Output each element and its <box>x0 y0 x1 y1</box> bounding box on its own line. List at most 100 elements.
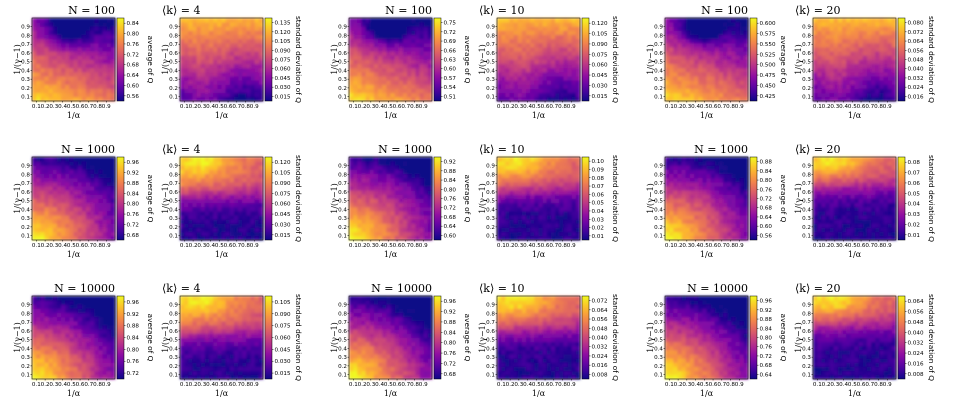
heat-cell <box>402 96 408 102</box>
heat-cell <box>423 157 429 162</box>
heat-cell <box>65 42 70 48</box>
avg-heatmap <box>665 18 749 102</box>
heat-cell <box>698 30 703 35</box>
heat-cell <box>501 80 506 85</box>
heat-cell <box>390 26 396 31</box>
heat-cell <box>407 181 412 187</box>
heat-cell <box>427 18 433 23</box>
heat-cell <box>735 161 741 166</box>
heat-cell <box>575 80 581 85</box>
heat-cell <box>394 76 400 81</box>
heat-cell <box>550 194 556 199</box>
heat-cell <box>94 38 99 44</box>
heat-cell <box>714 190 720 195</box>
heat-cell <box>842 71 847 77</box>
heat-cell <box>681 76 687 81</box>
heat-cell <box>718 42 724 48</box>
heat-cell <box>188 18 193 23</box>
colorbar-tick-label: 0.015 <box>275 94 291 100</box>
heat-cell <box>32 47 37 52</box>
heat-cell <box>866 22 872 27</box>
heat-cell <box>825 30 830 35</box>
heat-cell <box>90 165 95 170</box>
heat-cell <box>879 92 884 98</box>
heat-cell <box>739 190 745 195</box>
heat-cell <box>73 186 79 191</box>
heat-cell <box>73 235 79 241</box>
heat-cell <box>90 92 95 98</box>
heat-cell <box>373 177 379 183</box>
heat-cell <box>52 202 58 208</box>
heat-cell <box>521 80 527 85</box>
heat-cell <box>694 80 699 85</box>
heat-cell <box>48 88 54 94</box>
heat-cell <box>677 55 682 60</box>
heat-cell <box>685 76 691 81</box>
heat-cell <box>254 88 260 94</box>
heat-cell <box>517 186 523 191</box>
heat-cell <box>825 51 830 56</box>
heat-cell <box>698 47 703 52</box>
heat-cell <box>246 47 251 52</box>
heat-cell <box>36 198 41 204</box>
std-heatmap <box>497 18 581 102</box>
heat-cell <box>731 18 736 23</box>
heat-cell <box>65 84 70 89</box>
heat-cell <box>866 51 872 56</box>
heat-cell <box>534 30 539 35</box>
heat-cell <box>390 161 396 166</box>
heat-cell <box>361 190 366 195</box>
heat-cell <box>550 219 556 224</box>
heat-cell <box>61 26 66 31</box>
colorbar-tick-label: 0.72 <box>444 206 456 212</box>
heat-cell <box>673 67 678 73</box>
heat-cell <box>246 169 251 174</box>
heat-cell <box>398 67 404 73</box>
heat-cell <box>349 51 354 56</box>
heat-cell <box>837 71 843 77</box>
heat-cell <box>250 157 256 162</box>
y-tick-label: 0.5 <box>21 60 30 66</box>
heat-cell <box>563 96 568 102</box>
heat-cell <box>94 194 99 199</box>
heat-cell <box>402 76 408 81</box>
heat-cell <box>731 42 736 48</box>
heat-cell <box>369 235 375 241</box>
heat-cell <box>871 76 876 81</box>
heat-cell <box>534 202 539 208</box>
heat-cell <box>858 26 864 31</box>
heat-cell <box>542 173 548 179</box>
heat-cell <box>36 76 41 81</box>
heat-cell <box>833 71 839 77</box>
heat-cell <box>559 38 564 44</box>
heat-cell <box>378 42 383 48</box>
heat-cell <box>365 165 371 170</box>
heat-cell <box>250 186 256 191</box>
avg-heatmap <box>349 157 433 241</box>
heat-cell <box>517 227 523 233</box>
heat-cell <box>723 88 728 94</box>
heat-cell <box>575 190 581 195</box>
heat-cell <box>423 80 429 85</box>
heat-cell <box>90 18 95 23</box>
heat-cell <box>501 18 506 23</box>
heat-cell <box>361 96 366 102</box>
heat-cell <box>813 96 818 102</box>
heat-cell <box>386 177 391 183</box>
colorbar-tick-label: 0.76 <box>444 197 457 203</box>
heat-cell <box>501 194 506 199</box>
heat-cell <box>209 181 214 187</box>
heat-cell <box>40 71 45 77</box>
heat-cell <box>534 206 539 212</box>
heat-cell <box>254 22 260 27</box>
heat-cell <box>52 219 58 224</box>
heat-cell <box>546 177 552 183</box>
heat-cell <box>571 88 577 94</box>
heat-cell <box>419 215 425 220</box>
heat-cell <box>398 96 404 102</box>
heat-cell <box>217 84 222 89</box>
heat-cell <box>497 235 502 241</box>
heat-cell <box>821 59 826 65</box>
heat-cell <box>196 26 202 31</box>
heat-cell <box>833 47 839 52</box>
